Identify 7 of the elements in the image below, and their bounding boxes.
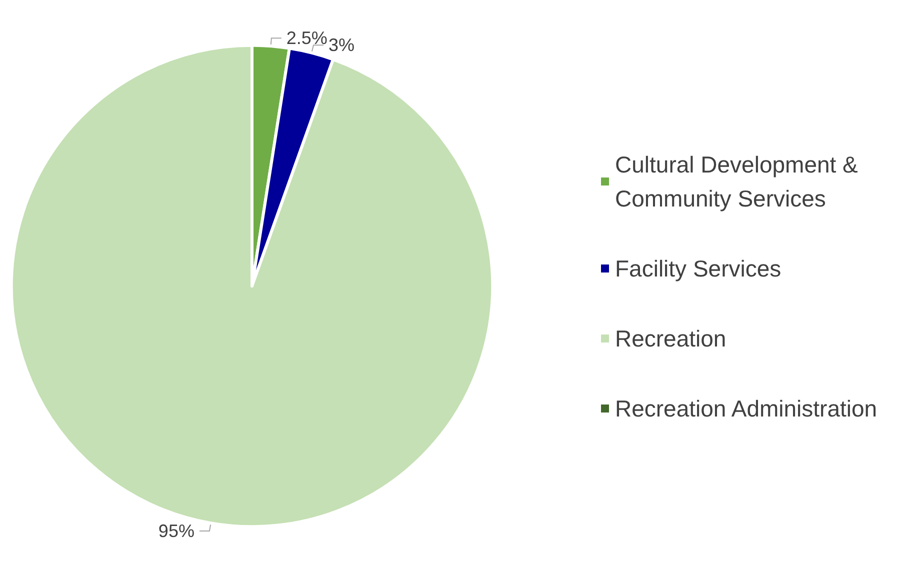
legend-label: Cultural Development & Community Services bbox=[615, 152, 864, 212]
data-label: 3% bbox=[328, 35, 355, 56]
legend-label: Recreation Administration bbox=[615, 396, 878, 422]
legend-label: Facility Services bbox=[615, 256, 782, 282]
data-label: 95% bbox=[158, 520, 194, 541]
legend-label: Recreation bbox=[615, 326, 726, 352]
data-label: 2.5% bbox=[286, 28, 328, 48]
